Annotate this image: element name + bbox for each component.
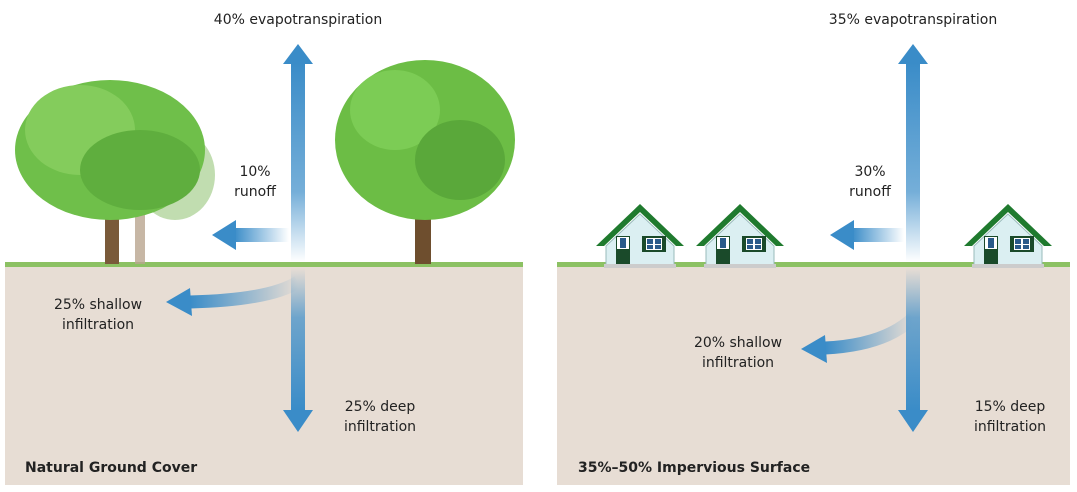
soil — [557, 265, 1070, 485]
panel: 35% evapotranspiration 30% runoff 20% sh… — [557, 12, 1070, 485]
ground — [557, 262, 1070, 267]
panel-title: Natural Ground Cover — [25, 460, 197, 476]
trees — [15, 60, 515, 264]
ground — [5, 262, 523, 267]
label: 25% shallow — [54, 297, 142, 313]
panel-title: 35%–50% Impervious Surface — [578, 460, 810, 476]
label: infiltration — [62, 317, 134, 333]
panel: 40% evapotranspiration 10% runoff 25% sh… — [5, 12, 523, 485]
arrows — [166, 44, 313, 432]
label: 35% evapotranspiration — [829, 12, 997, 28]
label: runoff — [849, 184, 891, 200]
label: infiltration — [344, 419, 416, 435]
label: 10% — [239, 164, 270, 180]
label: 20% shallow — [694, 335, 782, 351]
houses — [595, 203, 1053, 269]
label: 30% — [854, 164, 885, 180]
label: 15% deep — [975, 399, 1046, 415]
label: runoff — [234, 184, 276, 200]
soil — [5, 265, 523, 485]
label: infiltration — [974, 419, 1046, 435]
arrows — [801, 44, 928, 432]
label: 25% deep — [345, 399, 416, 415]
label: 40% evapotranspiration — [214, 12, 382, 28]
label: infiltration — [702, 355, 774, 371]
